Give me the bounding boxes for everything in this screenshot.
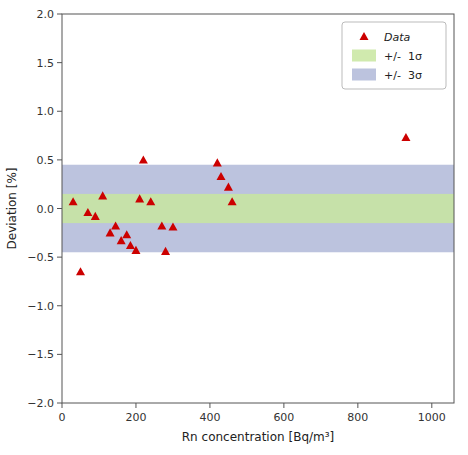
legend-swatch [360, 32, 369, 40]
x-tick-label: 800 [347, 411, 368, 424]
data-point [161, 247, 170, 255]
y-tick [57, 62, 62, 63]
y-tick-label: −1.5 [27, 348, 54, 361]
data-point [98, 191, 107, 199]
data-point [69, 197, 78, 205]
y-tick-label: 0.5 [37, 154, 55, 167]
data-point [131, 246, 140, 254]
data-point [83, 208, 92, 216]
data-point [157, 222, 166, 230]
x-tick-label: 1000 [418, 411, 446, 424]
x-tick-label: 200 [125, 411, 146, 424]
axes: 0 200 400 600 800 1000 −2.0 −1.5 −1.0 −0.5 0.0 0.5 1… [27, 8, 446, 424]
sigma-band [62, 165, 454, 253]
x-tick [357, 403, 358, 408]
data-point [213, 158, 222, 166]
data-point [91, 212, 100, 220]
y-tick [57, 403, 62, 404]
x-tick [62, 403, 63, 408]
legend-label: Data [384, 31, 411, 44]
y-tick [57, 159, 62, 160]
x-tick [283, 403, 284, 408]
data-point [76, 267, 85, 275]
data-point [146, 197, 155, 205]
y-tick [57, 305, 62, 306]
y-tick-label: 2.0 [37, 8, 55, 21]
data-point [126, 241, 135, 249]
series [69, 133, 411, 275]
data-point [168, 222, 177, 230]
data-point [217, 172, 226, 180]
y-tick [57, 111, 62, 112]
x-tick-label: 400 [199, 411, 220, 424]
legend-box [342, 22, 446, 89]
y-tick-label: 1.0 [37, 105, 55, 118]
legend: Data +/- 1σ +/- 3σ [342, 22, 446, 89]
data-point [135, 194, 144, 202]
legend-swatch [352, 50, 376, 62]
x-tick [135, 403, 136, 408]
y-tick-label: −1.0 [27, 300, 54, 313]
legend-label: +/- 3σ [384, 69, 422, 82]
x-axis-label: Rn concentration [Bq/m³] [182, 430, 334, 444]
data-point [122, 230, 131, 238]
x-tick [209, 403, 210, 408]
plot-frame [62, 14, 454, 403]
y-tick-label: 0.0 [37, 203, 55, 216]
x-tick [431, 403, 432, 408]
plot-area [62, 133, 454, 275]
y-tick [57, 354, 62, 355]
y-tick [57, 257, 62, 258]
y-tick [57, 208, 62, 209]
x-tick-label: 0 [59, 411, 66, 424]
chart: 0 200 400 600 800 1000 −2.0 −1.5 −1.0 −0.5 0.0 0.5 1… [0, 0, 468, 455]
data-point [139, 155, 148, 163]
y-tick-label: 1.5 [37, 57, 55, 70]
plot-background [62, 14, 454, 403]
data-point [401, 133, 410, 141]
data-point [224, 183, 233, 191]
y-axis-label: Deviation [%] [5, 168, 19, 250]
legend-swatch [352, 69, 376, 81]
data-point [111, 222, 120, 230]
y-tick [57, 14, 62, 15]
y-tick-label: −2.0 [27, 397, 54, 410]
sigma-band [62, 194, 454, 223]
y-tick-label: −0.5 [27, 251, 54, 264]
data-point [228, 197, 237, 205]
x-tick-label: 600 [273, 411, 294, 424]
legend-label: +/- 1σ [384, 50, 422, 63]
